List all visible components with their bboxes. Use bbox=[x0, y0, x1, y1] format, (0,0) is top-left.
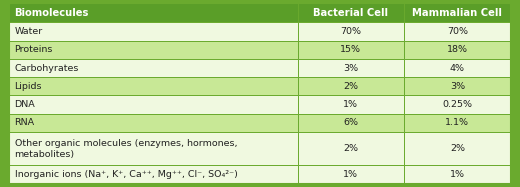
Bar bbox=[297, 59, 404, 77]
Bar bbox=[297, 41, 404, 59]
Bar bbox=[9, 3, 297, 22]
Text: 2%: 2% bbox=[343, 82, 358, 91]
Text: 18%: 18% bbox=[447, 45, 468, 54]
Bar bbox=[404, 77, 511, 95]
Bar bbox=[9, 22, 297, 41]
Bar bbox=[404, 165, 511, 184]
Text: Other organic molecules (enzymes, hormones,
metabolites): Other organic molecules (enzymes, hormon… bbox=[15, 139, 237, 159]
Text: 1%: 1% bbox=[450, 170, 465, 179]
Bar bbox=[9, 41, 297, 59]
Bar bbox=[9, 165, 297, 184]
Bar bbox=[9, 114, 297, 132]
Text: 1%: 1% bbox=[343, 170, 358, 179]
Bar bbox=[297, 77, 404, 95]
Text: 0.25%: 0.25% bbox=[443, 100, 472, 109]
Bar bbox=[297, 22, 404, 41]
Text: Lipids: Lipids bbox=[15, 82, 42, 91]
Bar bbox=[297, 3, 404, 22]
Text: Water: Water bbox=[15, 27, 43, 36]
Text: Mammalian Cell: Mammalian Cell bbox=[412, 8, 502, 18]
Bar bbox=[404, 3, 511, 22]
Bar bbox=[9, 59, 297, 77]
Bar bbox=[404, 132, 511, 165]
Bar bbox=[404, 59, 511, 77]
Bar bbox=[9, 95, 297, 114]
Text: 4%: 4% bbox=[450, 64, 465, 73]
Bar bbox=[297, 132, 404, 165]
Text: DNA: DNA bbox=[15, 100, 35, 109]
Text: Biomolecules: Biomolecules bbox=[15, 8, 89, 18]
Text: 3%: 3% bbox=[343, 64, 358, 73]
Text: 1%: 1% bbox=[343, 100, 358, 109]
Text: Inorganic ions (Na⁺, K⁺, Ca⁺⁺, Mg⁺⁺, Cl⁻, SO₄²⁻): Inorganic ions (Na⁺, K⁺, Ca⁺⁺, Mg⁺⁺, Cl⁻… bbox=[15, 170, 238, 179]
Text: 6%: 6% bbox=[343, 118, 358, 127]
Bar bbox=[404, 114, 511, 132]
Text: 15%: 15% bbox=[341, 45, 361, 54]
Text: Proteins: Proteins bbox=[15, 45, 53, 54]
Text: 70%: 70% bbox=[447, 27, 468, 36]
Bar bbox=[404, 22, 511, 41]
Bar bbox=[9, 132, 297, 165]
Bar bbox=[297, 114, 404, 132]
Bar bbox=[9, 77, 297, 95]
Bar bbox=[297, 165, 404, 184]
Bar bbox=[404, 95, 511, 114]
Text: 1.1%: 1.1% bbox=[445, 118, 470, 127]
Text: 70%: 70% bbox=[341, 27, 361, 36]
Bar bbox=[297, 95, 404, 114]
Text: Bacterial Cell: Bacterial Cell bbox=[314, 8, 388, 18]
Text: 2%: 2% bbox=[450, 144, 465, 153]
Text: Carbohyrates: Carbohyrates bbox=[15, 64, 79, 73]
Text: 2%: 2% bbox=[343, 144, 358, 153]
Text: RNA: RNA bbox=[15, 118, 35, 127]
Bar bbox=[404, 41, 511, 59]
Text: 3%: 3% bbox=[450, 82, 465, 91]
